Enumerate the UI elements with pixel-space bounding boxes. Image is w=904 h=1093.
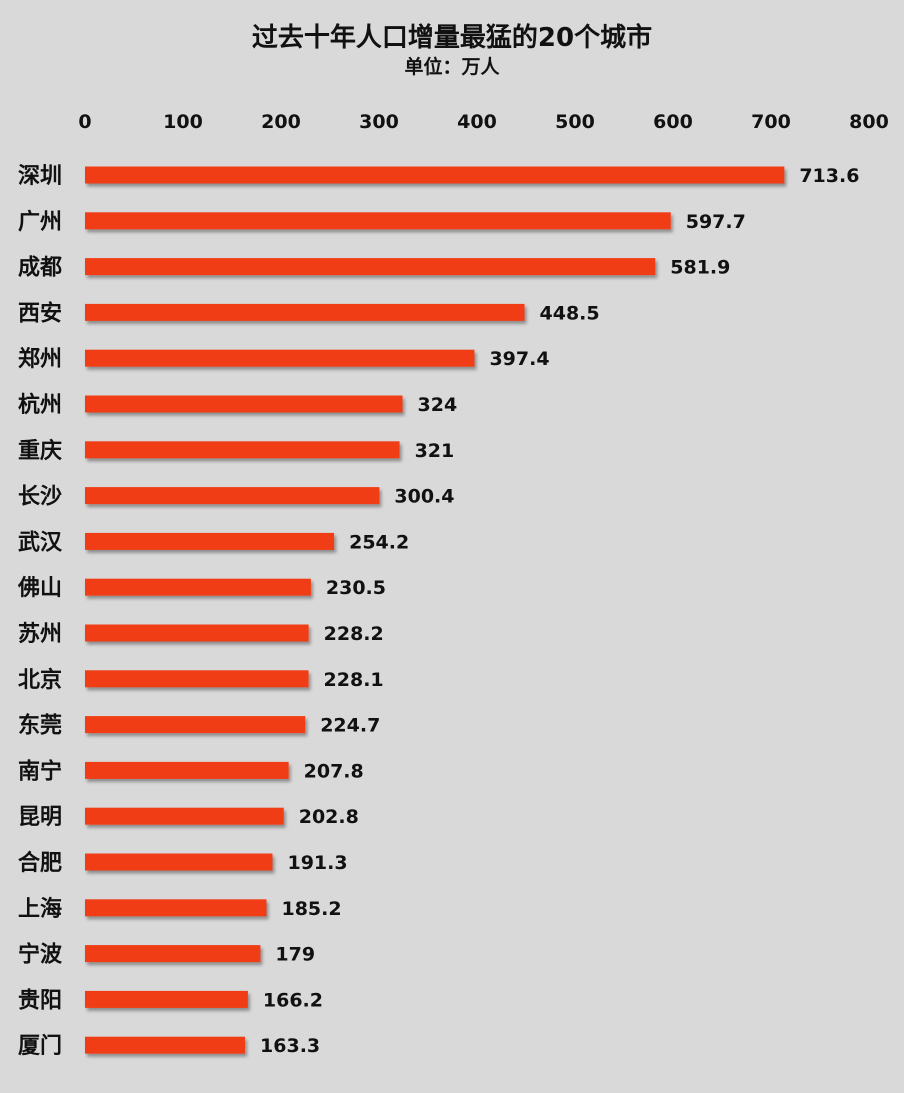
value-label: 228.1 bbox=[324, 669, 384, 691]
bar bbox=[85, 258, 656, 276]
category-label: 宁波 bbox=[18, 942, 63, 968]
x-tick-label: 500 bbox=[555, 111, 595, 133]
bar-row: 深圳 713.6 bbox=[18, 164, 859, 189]
value-label: 324 bbox=[418, 394, 458, 416]
bar bbox=[85, 441, 400, 459]
category-label: 昆明 bbox=[18, 805, 62, 830]
x-tick-label: 300 bbox=[359, 111, 399, 133]
bar bbox=[85, 761, 289, 779]
x-tick-label: 700 bbox=[751, 111, 791, 133]
value-label: 321 bbox=[415, 440, 455, 462]
category-label: 贵阳 bbox=[18, 988, 62, 1013]
bar bbox=[85, 166, 785, 184]
value-label: 448.5 bbox=[540, 302, 600, 324]
bar bbox=[85, 212, 671, 230]
value-label: 179 bbox=[275, 944, 315, 966]
x-axis-ticks: 0 100 200 300 400 500 600 700 800 bbox=[78, 111, 888, 133]
chart-subtitle: 单位：万人 bbox=[404, 55, 500, 78]
value-label: 191.3 bbox=[287, 852, 347, 874]
bar-row: 上海 185.2 bbox=[18, 896, 342, 922]
value-label: 254.2 bbox=[349, 531, 409, 553]
category-label: 成都 bbox=[18, 256, 62, 281]
bar-row: 宁波 179 bbox=[18, 942, 315, 968]
bar-row: 贵阳 166.2 bbox=[18, 988, 323, 1013]
bar bbox=[85, 578, 311, 596]
x-tick-label: 200 bbox=[261, 111, 301, 133]
bar bbox=[85, 990, 248, 1008]
category-label: 重庆 bbox=[18, 438, 62, 464]
bar bbox=[85, 349, 475, 367]
x-tick-label: 600 bbox=[653, 111, 693, 133]
value-label: 163.3 bbox=[260, 1035, 320, 1057]
category-label: 上海 bbox=[18, 896, 62, 922]
value-label: 397.4 bbox=[489, 348, 549, 370]
bar bbox=[85, 303, 525, 321]
chart-title: 过去十年人口增量最猛的20个城市 bbox=[252, 22, 652, 53]
category-label: 西安 bbox=[18, 300, 62, 326]
bar-row: 重庆 321 bbox=[18, 438, 454, 464]
category-label: 合肥 bbox=[18, 850, 62, 876]
value-label: 224.7 bbox=[320, 715, 380, 737]
value-label: 713.6 bbox=[799, 165, 859, 187]
value-label: 230.5 bbox=[326, 577, 386, 599]
bar bbox=[85, 716, 306, 734]
category-label: 广州 bbox=[18, 209, 62, 235]
bar-row: 郑州 397.4 bbox=[18, 347, 550, 372]
bar bbox=[85, 807, 284, 825]
bar-row: 昆明 202.8 bbox=[18, 805, 359, 830]
bar-row: 杭州 324 bbox=[18, 392, 457, 418]
category-label: 郑州 bbox=[18, 347, 62, 372]
value-label: 166.2 bbox=[263, 989, 323, 1011]
category-label: 佛山 bbox=[17, 576, 62, 601]
bar-row: 合肥 191.3 bbox=[18, 850, 348, 876]
category-label: 长沙 bbox=[18, 485, 62, 510]
category-label: 苏州 bbox=[18, 621, 62, 647]
x-tick-label: 0 bbox=[78, 111, 91, 133]
value-label: 185.2 bbox=[281, 898, 341, 920]
bar bbox=[85, 624, 309, 642]
bar bbox=[85, 670, 309, 688]
value-label: 597.7 bbox=[686, 211, 746, 233]
category-label: 北京 bbox=[18, 667, 62, 693]
bar-row: 苏州 228.2 bbox=[18, 621, 384, 647]
value-label: 300.4 bbox=[394, 486, 454, 508]
bar-row: 武汉 254.2 bbox=[18, 530, 409, 555]
category-label: 厦门 bbox=[18, 1033, 62, 1059]
category-label: 东莞 bbox=[18, 713, 62, 739]
value-label: 581.9 bbox=[670, 257, 730, 279]
bar-row: 成都 581.9 bbox=[18, 256, 730, 281]
x-tick-label: 100 bbox=[163, 111, 203, 133]
x-tick-label: 400 bbox=[457, 111, 497, 133]
value-label: 207.8 bbox=[304, 760, 364, 782]
bar-row: 东莞 224.7 bbox=[18, 713, 380, 739]
bar-row: 佛山 230.5 bbox=[17, 576, 386, 601]
bar-row: 北京 228.1 bbox=[18, 667, 384, 693]
bar bbox=[85, 945, 261, 963]
category-label: 深圳 bbox=[18, 164, 62, 189]
bar bbox=[85, 395, 403, 413]
category-label: 南宁 bbox=[18, 758, 62, 784]
bar-row: 广州 597.7 bbox=[18, 209, 746, 235]
bar-row: 厦门 163.3 bbox=[18, 1033, 320, 1059]
category-label: 武汉 bbox=[18, 530, 63, 555]
bar bbox=[85, 1036, 246, 1054]
bars: 深圳 713.6 广州 597.7 成都 581.9 西安 448.5 郑州 397.4 杭州 324… bbox=[17, 164, 859, 1059]
bar bbox=[85, 853, 273, 871]
value-label: 228.2 bbox=[324, 623, 384, 645]
bar bbox=[85, 899, 267, 917]
bar-row: 西安 448.5 bbox=[18, 300, 600, 326]
bar-row: 南宁 207.8 bbox=[18, 758, 364, 784]
bar bbox=[85, 532, 335, 550]
category-label: 杭州 bbox=[18, 392, 62, 418]
x-tick-label: 800 bbox=[849, 111, 889, 133]
bar bbox=[85, 487, 380, 505]
value-label: 202.8 bbox=[299, 806, 359, 828]
bar-row: 长沙 300.4 bbox=[18, 485, 455, 510]
